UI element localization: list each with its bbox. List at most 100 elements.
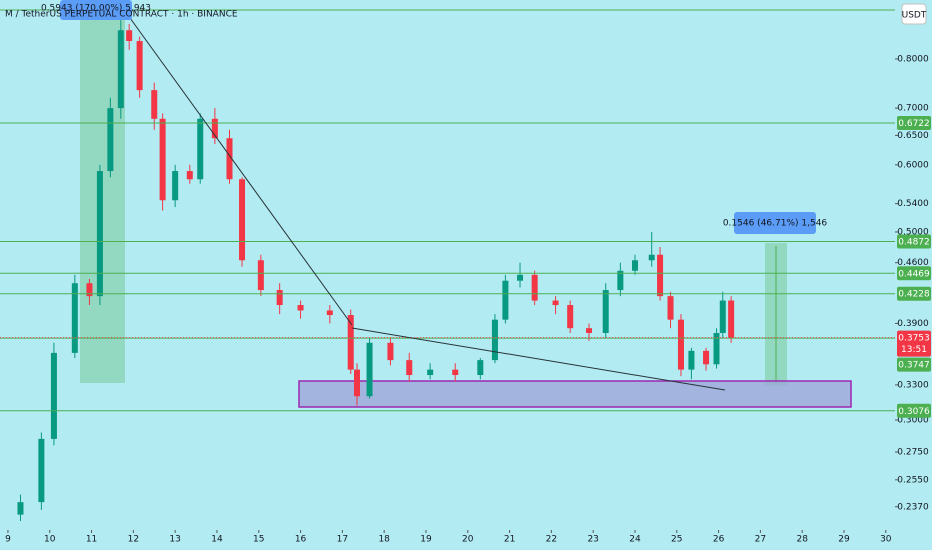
price-tag-box xyxy=(897,234,931,249)
y-tick-label: 0.3300 xyxy=(897,380,929,390)
candle-body xyxy=(427,369,434,376)
price-tag-label: 0.3753 xyxy=(898,334,930,344)
y-tick-label: 0.7000 xyxy=(897,104,929,114)
x-tick-label: 16 xyxy=(295,535,307,545)
x-tick-label: 27 xyxy=(755,535,766,545)
price-tag-box xyxy=(897,403,931,418)
x-tick-label: 28 xyxy=(796,535,808,545)
trend-line xyxy=(351,327,726,391)
candle-body xyxy=(719,300,726,333)
price-tag-box xyxy=(897,286,931,301)
candle-body xyxy=(136,41,143,91)
x-tick-label: 26 xyxy=(713,535,725,545)
price-tag: 0.3076 xyxy=(897,403,931,418)
candle-body xyxy=(677,319,684,370)
price-tag: 0.4228 xyxy=(897,286,931,301)
candle-body xyxy=(186,171,193,180)
candle-body xyxy=(71,283,78,353)
candle-body xyxy=(703,350,710,365)
currency-button[interactable] xyxy=(901,3,927,25)
candle-body xyxy=(648,254,655,261)
x-tick-label: 13 xyxy=(169,535,180,545)
measure-label: 0.1546 (46.71%) 1,546 xyxy=(723,219,828,229)
x-tick-label: 12 xyxy=(128,535,139,545)
x-tick-label: 30 xyxy=(880,535,892,545)
price-tag-label: 0.4469 xyxy=(898,269,930,279)
candle-body xyxy=(239,179,246,261)
candle-body xyxy=(631,260,638,271)
currency[interactable]: USDT xyxy=(902,11,927,21)
candle-body xyxy=(567,305,574,329)
y-tick-label: 0.2750 xyxy=(897,448,929,458)
measure-label-box xyxy=(60,0,132,20)
candle-body xyxy=(17,502,24,515)
candle-body xyxy=(667,296,674,320)
price-tag: 0.6722 xyxy=(897,116,931,131)
price-tag-box xyxy=(897,330,931,357)
price-tag-box xyxy=(897,266,931,281)
y-tick-label: 0.3900 xyxy=(897,319,929,329)
candle-body xyxy=(602,290,609,333)
x-tick-label: 9 xyxy=(5,535,11,545)
y-tick-label: 0.3000 xyxy=(897,415,929,425)
measure-label-box xyxy=(734,212,816,234)
x-tick-label: 24 xyxy=(629,535,641,545)
x-tick-label: 14 xyxy=(211,535,223,545)
price-tag-label: 0.3747 xyxy=(898,361,930,371)
candle-body xyxy=(117,30,124,109)
candle-body xyxy=(297,305,304,311)
x-tick-label: 18 xyxy=(378,535,390,545)
price-tag-box xyxy=(897,116,931,131)
support-zone xyxy=(298,380,852,408)
candle-body xyxy=(728,300,735,338)
candle-body xyxy=(657,254,664,297)
candle-body xyxy=(151,90,158,119)
price-tag: 0.4872 xyxy=(897,234,931,249)
chart-title: M / TetherUS PERPETUAL CONTRACT · 1h · B… xyxy=(5,10,238,20)
candle-body xyxy=(96,171,103,297)
candle-body xyxy=(406,360,413,376)
price-tag-label: 0.6722 xyxy=(898,119,930,129)
y-tick-label: 0.6000 xyxy=(897,160,929,170)
candle-body xyxy=(353,369,360,397)
y-tick-label: 0.4600 xyxy=(897,258,929,268)
candle-body xyxy=(107,108,114,172)
candle-body xyxy=(226,138,233,180)
candle-body xyxy=(366,342,373,397)
candle-body xyxy=(552,300,559,306)
candle-body xyxy=(276,290,283,306)
x-tick-label: 15 xyxy=(253,535,264,545)
candle-body xyxy=(491,319,498,361)
candle-body xyxy=(197,118,204,180)
y-tick-label: 0.2370 xyxy=(897,502,929,512)
price-tag-label: 0.4228 xyxy=(898,290,930,300)
price-tag-label: 0.4872 xyxy=(898,238,930,248)
x-tick-label: 10 xyxy=(44,535,56,545)
measure-label: 0.5943 (170.00%) 5,943 xyxy=(41,4,151,14)
y-tick-label: 0.8000 xyxy=(897,54,929,64)
x-tick-label: 17 xyxy=(337,535,348,545)
price-tag: 0.4469 xyxy=(897,266,931,281)
candle-body xyxy=(387,342,394,361)
candle-body xyxy=(477,360,484,376)
candle-body xyxy=(172,171,179,201)
x-tick-label: 20 xyxy=(462,535,474,545)
candle-body xyxy=(159,118,166,201)
price-tag-box xyxy=(897,357,931,372)
trend-line xyxy=(129,17,353,326)
price-tag-label: 0.3076 xyxy=(898,407,930,417)
x-tick-label: 22 xyxy=(546,535,557,545)
candle-body xyxy=(257,260,264,291)
plot-area: 0.8000 0.7000 0.6500 0.6000 0.5400 0.5000 0.46… xyxy=(0,13,929,545)
candle-body xyxy=(326,310,333,316)
candle-body xyxy=(688,350,695,370)
x-tick-label: 25 xyxy=(671,535,682,545)
candle-body xyxy=(38,438,45,503)
candle-body xyxy=(531,274,538,301)
candle-body xyxy=(452,369,459,376)
candle-body xyxy=(347,315,354,370)
candle-body xyxy=(713,332,720,365)
